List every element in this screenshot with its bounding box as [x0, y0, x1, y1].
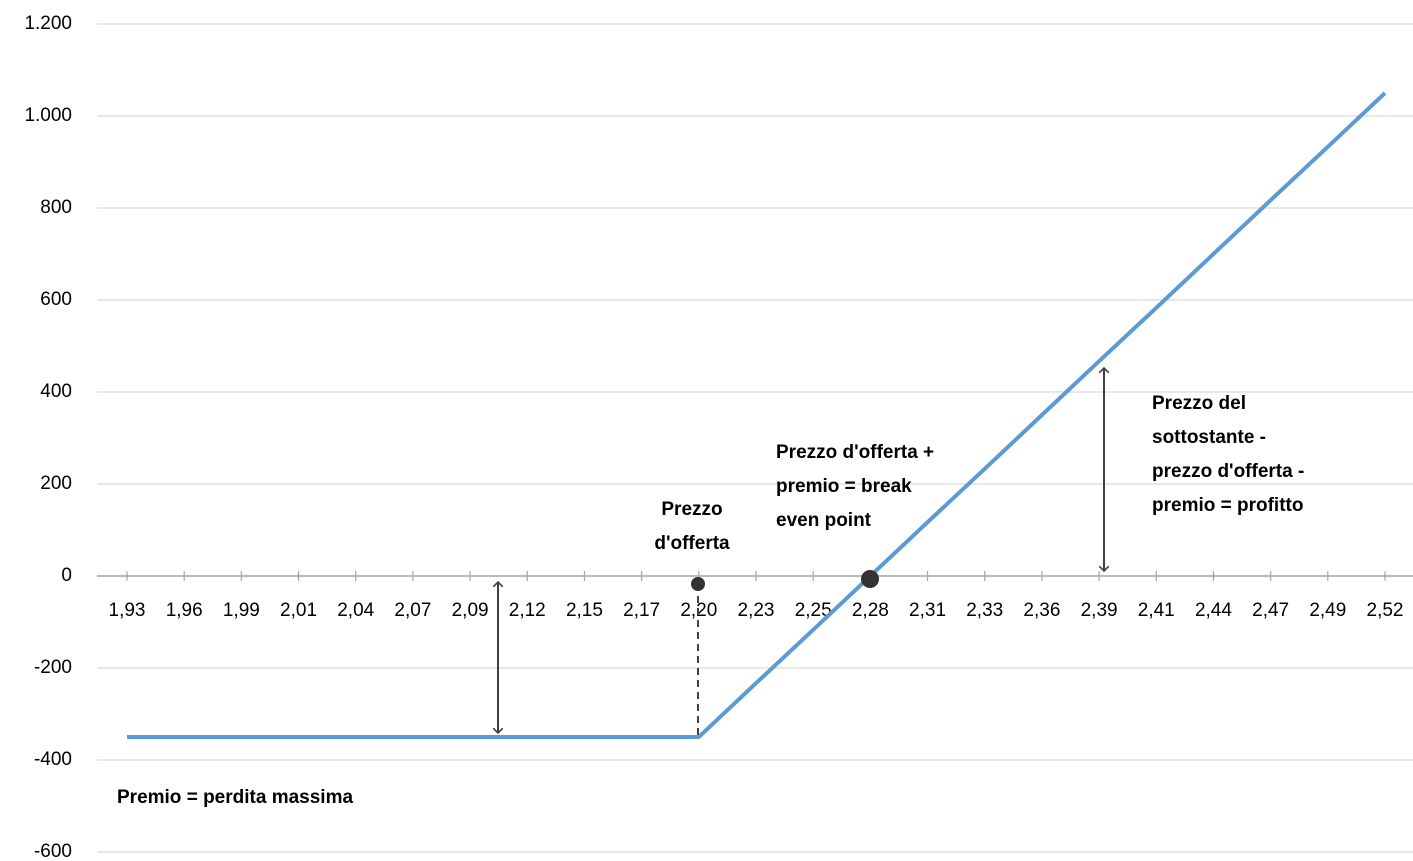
- y-tick-label: 400: [40, 381, 72, 402]
- x-tick-label: 2,25: [795, 600, 832, 621]
- x-tick-label: 2,49: [1309, 600, 1346, 621]
- x-tick-label: 2,44: [1195, 600, 1232, 621]
- x-tick-label: 2,23: [738, 600, 775, 621]
- x-tick-label: 2,33: [966, 600, 1003, 621]
- x-tick-label: 2,07: [394, 600, 431, 621]
- x-tick-label: 1,99: [223, 600, 260, 621]
- annotation: d'offerta: [654, 533, 730, 554]
- x-tick-label: 1,96: [166, 600, 203, 621]
- x-tick-label: 2,36: [1023, 600, 1060, 621]
- x-tick-label: 2,04: [337, 600, 374, 621]
- y-tick-label: -600: [34, 841, 72, 861]
- x-tick-label: 1,93: [109, 600, 146, 621]
- annotation: premio = break: [776, 476, 912, 497]
- x-tick-label: 2,01: [280, 600, 317, 621]
- x-tick-label: 2,52: [1367, 600, 1404, 621]
- y-tick-label: 200: [40, 473, 72, 494]
- x-tick-label: 2,41: [1138, 600, 1175, 621]
- breakeven-dot: [861, 570, 879, 588]
- annotation: Prezzo del: [1152, 393, 1246, 414]
- x-tick-label: 2,15: [566, 600, 603, 621]
- annotation: Premio = perdita massima: [117, 787, 353, 808]
- series-line: [127, 91, 1387, 739]
- grid: -600 -400 -200 0 200 400 600 800 1.000 1.200 1,93 1…: [24, 13, 1413, 861]
- x-tick-label: 2,28: [852, 600, 889, 621]
- x-tick-label: 2,12: [509, 600, 546, 621]
- x-tick-label: 2,47: [1252, 600, 1289, 621]
- annotation: even point: [776, 510, 872, 531]
- x-tick-label: 2,09: [452, 600, 489, 621]
- strike-dot: [691, 577, 705, 591]
- y-tick-label: 0: [61, 565, 72, 586]
- y-tick-label: 1.200: [24, 13, 72, 34]
- x-tick-label: 2,17: [623, 600, 660, 621]
- annotation: Prezzo d'offerta +: [776, 442, 934, 463]
- x-tick-label: 2,31: [909, 600, 946, 621]
- annotation: premio = profitto: [1152, 495, 1303, 516]
- annotation: Prezzo: [661, 499, 722, 520]
- y-tick-label: 600: [40, 289, 72, 310]
- annotation: sottostante -: [1152, 427, 1266, 448]
- plot: [127, 91, 1387, 739]
- y-tick-label: 800: [40, 197, 72, 218]
- y-tick-label: -400: [34, 749, 72, 770]
- y-tick-label: 1.000: [24, 105, 72, 126]
- y-tick-label: -200: [34, 657, 72, 678]
- annotation: prezzo d'offerta -: [1152, 461, 1304, 482]
- x-tick-label: 2,39: [1081, 600, 1118, 621]
